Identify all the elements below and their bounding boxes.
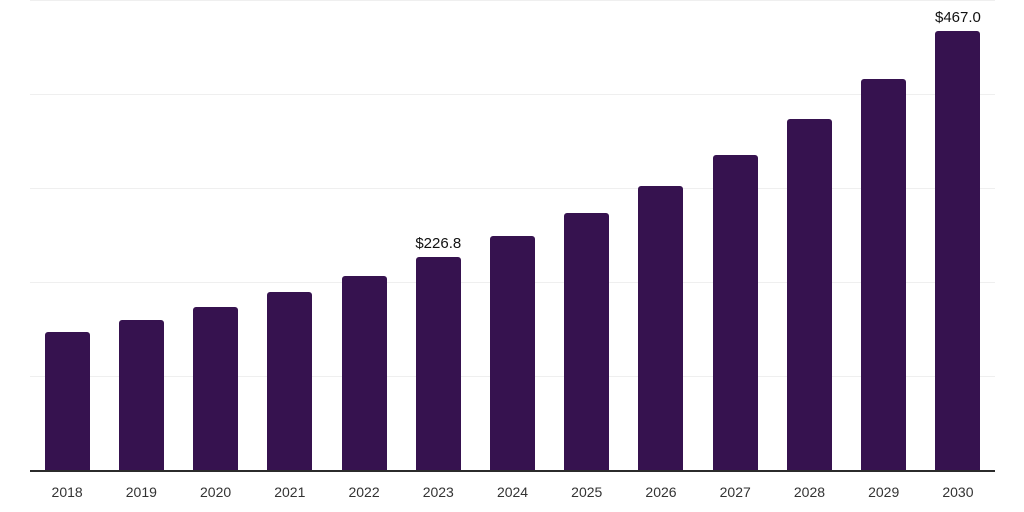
x-axis: 2018 2019 2020 2021 2022 2023 2024 2025 2026 2027… — [30, 472, 995, 500]
bar-column-2029 — [847, 0, 921, 470]
x-tick-2021: 2021 — [274, 484, 306, 500]
bar-column-2021 — [253, 0, 327, 470]
bar-column-2019 — [104, 0, 178, 470]
gridline-400 — [30, 94, 995, 95]
x-tick-2028: 2028 — [793, 484, 826, 500]
gridline-300 — [30, 188, 995, 189]
bar-column-2027 — [698, 0, 772, 470]
bar-column-2018 — [30, 0, 104, 470]
bar-2020 — [193, 306, 239, 470]
bar-2024 — [490, 236, 536, 470]
x-tick-2024: 2024 — [496, 484, 529, 500]
bar-2025 — [564, 212, 610, 470]
value-label-2023: $226.8 — [415, 234, 462, 252]
bar-column-2028 — [772, 0, 846, 470]
x-tick-2018: 2018 — [51, 484, 83, 500]
bar-2018 — [44, 331, 90, 470]
bar-column-2020 — [178, 0, 252, 470]
bar-2021 — [267, 291, 313, 470]
bar-column-2024 — [475, 0, 549, 470]
x-tick-2019: 2019 — [125, 484, 157, 500]
bar-column-2026 — [624, 0, 698, 470]
bar-column-2025 — [550, 0, 624, 470]
bar-series: $226.8 $467.0 — [30, 0, 995, 470]
bar-2019 — [118, 320, 164, 470]
x-tick-2023: 2023 — [422, 484, 454, 500]
bar-2028 — [786, 118, 832, 470]
bar-column-2022 — [327, 0, 401, 470]
bar-column-2030: $467.0 — [921, 0, 995, 470]
x-tick-2030: 2030 — [942, 484, 974, 500]
bar-2027 — [712, 155, 758, 470]
bar-2026 — [638, 186, 684, 470]
bar-2023 — [415, 256, 461, 470]
gridline-500 — [30, 0, 995, 1]
x-tick-2022: 2022 — [348, 484, 380, 500]
bar-2029 — [861, 79, 907, 470]
plot-area: $226.8 $467.0 — [30, 0, 995, 472]
x-tick-2025: 2025 — [571, 484, 603, 500]
x-tick-2027: 2027 — [719, 484, 751, 500]
x-tick-2029: 2029 — [868, 484, 900, 500]
bar-2022 — [341, 275, 387, 470]
bar-column-2023: $226.8 — [401, 0, 475, 470]
x-tick-2026: 2026 — [645, 484, 677, 500]
bar-2030 — [935, 31, 981, 470]
x-tick-2020: 2020 — [200, 484, 232, 500]
value-label-2030: $467.0 — [934, 9, 981, 26]
